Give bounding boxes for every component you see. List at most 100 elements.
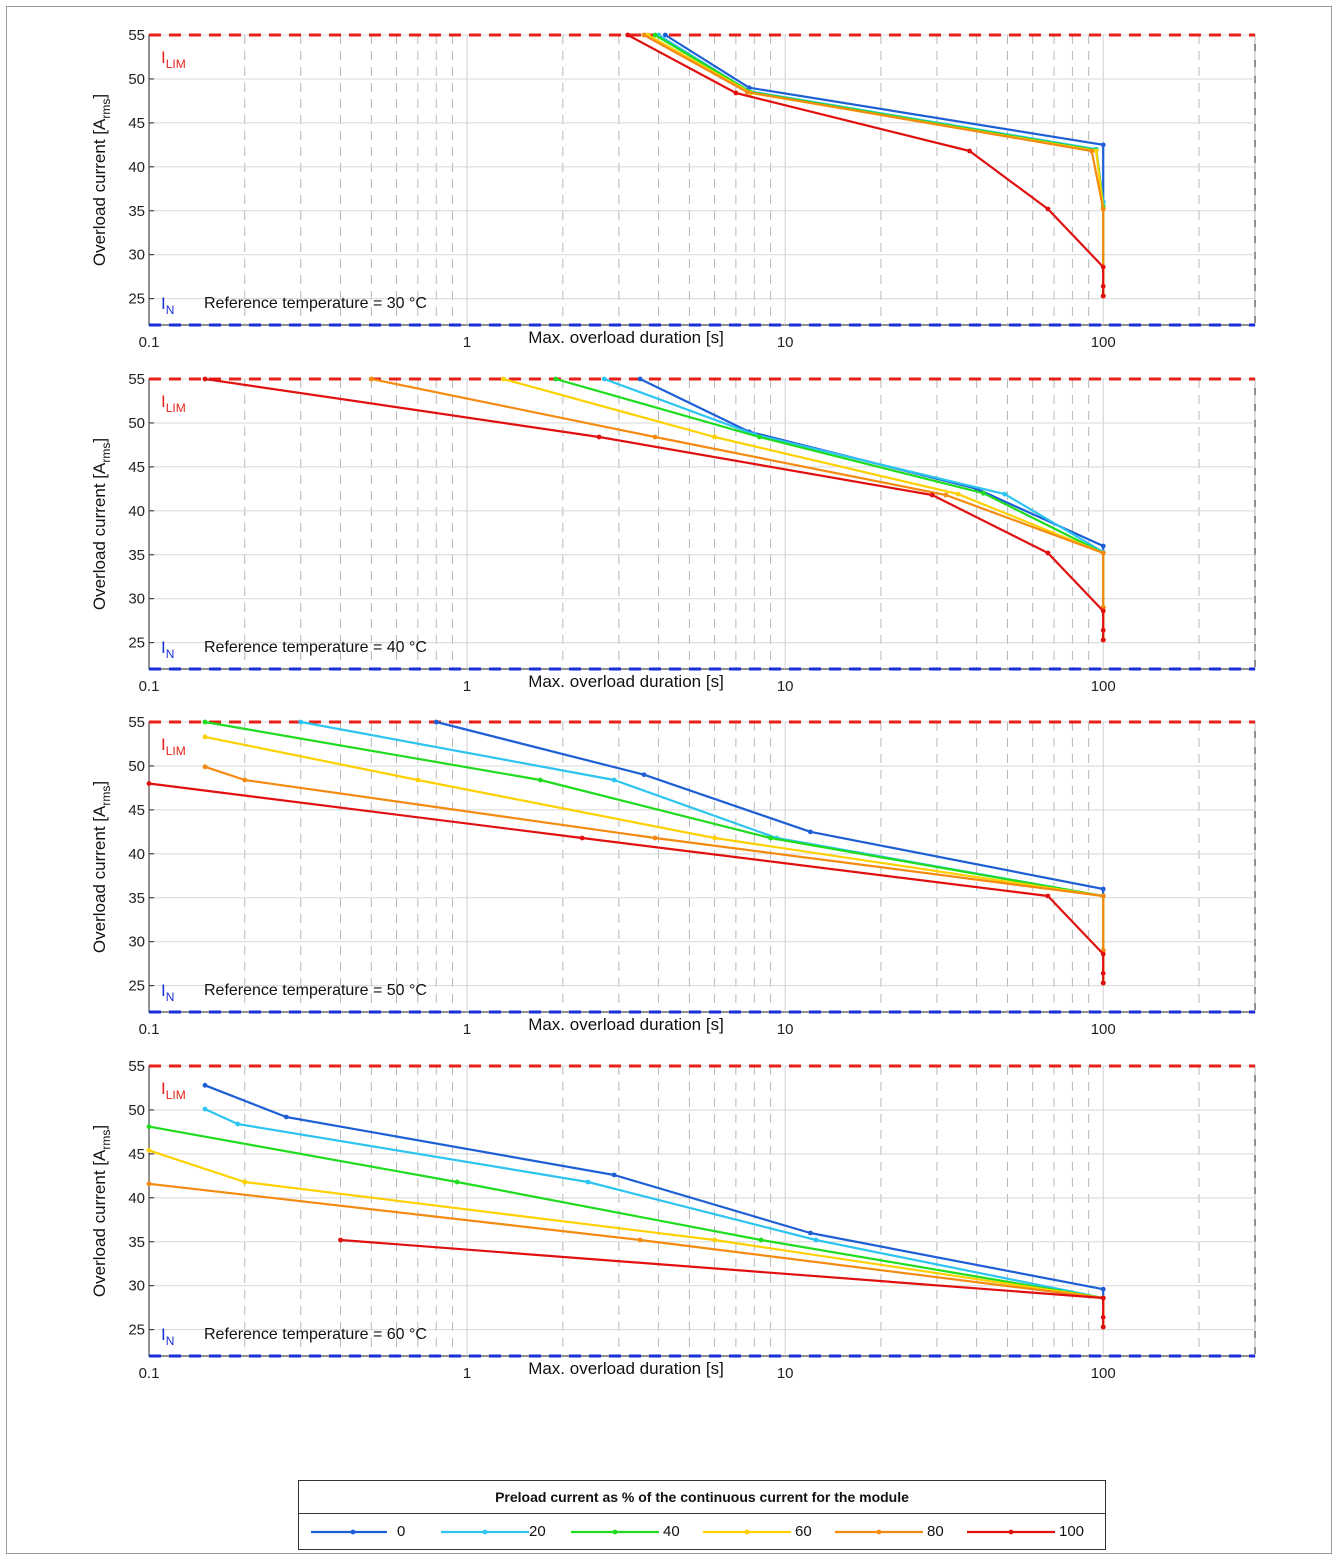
legend-label-2: 40 [663, 1523, 680, 1540]
ilim-label: ILIM [161, 735, 186, 758]
series-5-point [1045, 893, 1051, 899]
series-5-point [1045, 550, 1051, 556]
series-4-point [744, 89, 750, 95]
y-tick-label: 40 [128, 1190, 145, 1207]
y-tick-label: 55 [128, 371, 145, 388]
series-3-point [202, 734, 208, 740]
series-1-point [813, 1237, 819, 1243]
series-2-point [652, 32, 658, 38]
legend-item-0: 0 [307, 1514, 405, 1550]
x-tick-label: 100 [1091, 334, 1116, 351]
x-tick-label: 1 [463, 334, 471, 351]
reference-temperature-label: Reference temperature = 40 °C [204, 639, 427, 656]
series-4-point [1089, 148, 1095, 154]
figure-frame [6, 6, 1332, 1554]
y-tick-label: 55 [128, 1058, 145, 1075]
series-1-point [611, 777, 617, 783]
x-tick-label: 10 [777, 678, 794, 695]
x-tick-label: 1 [463, 678, 471, 695]
x-tick-label: 0.1 [139, 1021, 160, 1038]
series-1-point [202, 1106, 208, 1112]
series-5-point [625, 32, 631, 38]
series-4-point [652, 835, 658, 841]
series-5-point [596, 434, 602, 440]
y-axis-title: Overload current [Arms] [90, 94, 113, 266]
legend: Preload current as % of the continuous c… [298, 1480, 1106, 1550]
legend-label-1: 20 [529, 1523, 546, 1540]
series-5-point [1100, 1295, 1106, 1301]
x-axis-title: Max. overload duration [s] [528, 1015, 724, 1034]
x-tick-label: 10 [777, 1365, 794, 1382]
legend-title: Preload current as % of the continuous c… [299, 1481, 1105, 1514]
series-3-point [712, 835, 717, 841]
series-5-point [967, 148, 972, 154]
series-1-point [585, 1179, 591, 1185]
series-0-point [662, 32, 668, 38]
y-tick-label: 55 [128, 714, 145, 731]
series-5-point [1100, 264, 1106, 270]
series-5-point [1100, 608, 1106, 614]
series-5-point [1100, 293, 1106, 299]
in-label: IN [161, 981, 174, 1004]
y-tick-label: 35 [128, 1234, 145, 1251]
series-5-point [1100, 951, 1106, 957]
series-4-point [202, 764, 208, 770]
legend-item-2: 40 [567, 1514, 680, 1550]
series-0-point [641, 772, 647, 778]
y-axis-title: Overload current [Arms] [90, 1125, 113, 1297]
legend-label-5: 100 [1059, 1523, 1085, 1540]
series-3-point [415, 777, 421, 783]
legend-marker-2 [612, 1529, 618, 1535]
x-axis-title: Max. overload duration [s] [528, 672, 724, 691]
y-tick-label: 45 [128, 115, 145, 132]
y-tick-label: 25 [128, 291, 145, 308]
legend-marker-0 [350, 1529, 356, 1535]
x-tick-label: 1 [463, 1021, 471, 1038]
series-5-point [146, 781, 152, 786]
series-0-point [637, 376, 643, 382]
legend-item-5: 100 [963, 1514, 1084, 1550]
series-4-point [1100, 550, 1106, 556]
series-2-point [768, 835, 774, 841]
series-0-point [1100, 1286, 1106, 1292]
series-0-point [611, 1172, 617, 1178]
y-tick-label: 35 [128, 547, 145, 564]
series-2-point [537, 777, 543, 783]
series-0-point [807, 1230, 813, 1236]
series-1-point [1002, 491, 1008, 497]
series-5-point [1100, 637, 1106, 643]
legend-label-3: 60 [795, 1523, 812, 1540]
ilim-label: ILIM [161, 1079, 186, 1102]
series-2-point [146, 1124, 152, 1130]
ilim-label: ILIM [161, 48, 186, 71]
series-5-point [1100, 1324, 1106, 1330]
in-label: IN [161, 1325, 174, 1348]
x-tick-label: 100 [1091, 678, 1116, 695]
y-tick-label: 35 [128, 890, 145, 907]
series-4-point [641, 32, 647, 38]
x-tick-label: 100 [1091, 1365, 1116, 1382]
series-5-point [929, 492, 935, 498]
x-tick-label: 0.1 [139, 334, 160, 351]
plot-3: 25 30 35 40 45 50 55 0.1 1 10 100 Max. overload dur… [90, 714, 1256, 1038]
ilim-label: ILIM [161, 392, 186, 415]
series-3-point [955, 491, 961, 497]
plot-2: 25 30 35 40 45 50 55 0.1 1 10 100 Max. overload dur… [90, 371, 1256, 695]
y-tick-label: 50 [128, 71, 145, 88]
y-tick-label: 40 [128, 159, 145, 176]
x-tick-label: 100 [1091, 1021, 1116, 1038]
series-0-point [1100, 886, 1106, 892]
y-tick-label: 50 [128, 1102, 145, 1119]
series-4-point [368, 376, 374, 382]
series-3-point [712, 434, 717, 440]
series-5-point [1100, 283, 1106, 289]
y-tick-label: 45 [128, 459, 145, 476]
series-4-point [637, 1237, 643, 1243]
y-axis-title: Overload current [Arms] [90, 438, 113, 610]
y-tick-label: 55 [128, 27, 145, 44]
y-tick-label: 40 [128, 503, 145, 520]
plot-1: 25 30 35 40 45 50 55 0.1 1 10 100 Max. overload dur… [90, 27, 1256, 351]
legend-item-1: 20 [437, 1514, 546, 1550]
series-5-point [1100, 1314, 1106, 1320]
series-0-point [746, 85, 752, 91]
